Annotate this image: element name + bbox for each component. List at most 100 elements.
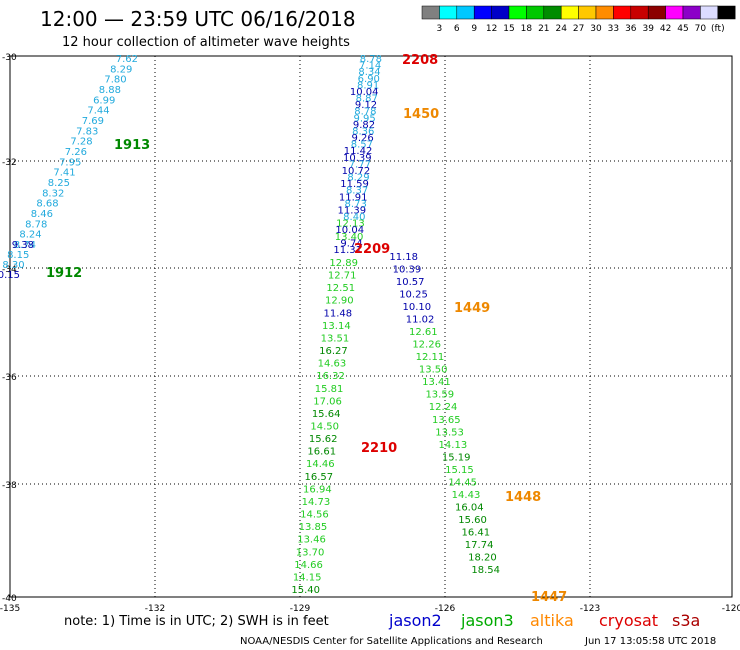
swh-value: 9.74 [340,238,362,249]
swh-value: 8.57 [351,140,373,151]
swh-value: 16.41 [462,527,491,538]
swh-value: 14.15 [293,572,322,583]
swh-value: 11.48 [324,308,353,319]
swh-value: 13.46 [297,535,326,546]
scale-label: 9 [471,24,477,34]
swh-value: 12.11 [416,352,445,363]
swh-value: 18.54 [471,565,500,576]
swh-value: 7.44 [87,106,109,117]
satellite-legend: jason2 jason3 altika cryosat s3a [388,611,700,630]
swh-value: 8.91 [357,80,379,91]
swh-value: 13.70 [296,547,325,558]
scale-label: 24 [555,24,567,34]
swh-value: 14.63 [318,359,347,370]
lat-label: -30 [2,53,17,63]
swh-value: 15.60 [458,515,487,526]
latitude-labels: -30 -32 -34 -36 -38 -40 [2,53,17,604]
scale-swatch [491,5,510,20]
scale-label: 18 [521,24,533,34]
swh-value: 12.24 [429,402,458,413]
scale-label: 45 [677,24,688,34]
swh-value: 13.14 [322,321,351,332]
page-subtitle: 12 hour collection of altimeter wave hei… [62,35,350,50]
swh-value: 7.95 [59,157,81,168]
scale-label: 6 [454,24,460,34]
lat-label: -34 [2,265,17,275]
scale-swatch [717,5,736,20]
swh-value: 13.51 [321,333,350,344]
swh-value: 16.94 [303,484,332,495]
scale-label: 15 [503,24,514,34]
swh-value: 8.25 [48,178,70,189]
scale-swatch [665,5,684,20]
scale-swatch [630,5,649,20]
color-scale [421,5,736,20]
swh-value: 8.78 [354,107,376,118]
swh-value: 13.50 [419,365,448,376]
swh-value: 11.39 [337,205,366,216]
lon-label: -126 [435,604,456,614]
swh-value: 14.50 [310,422,339,433]
swh-value: 14.46 [306,459,335,470]
swh-value: 16.61 [307,447,336,458]
swh-value: 14.13 [439,440,468,451]
pass-time-2208: 2208 [402,53,438,68]
swh-value: 12.61 [409,327,438,338]
swh-value: 10.10 [402,302,431,313]
swh-value: 13.65 [432,415,461,426]
swh-value: 15.81 [315,384,344,395]
track-1912: 9.388.158.3010.15 [0,240,34,281]
lon-label: -120 [722,604,740,614]
swh-value: 16.27 [319,346,348,357]
scale-swatch [560,5,579,20]
swh-value: 7.80 [104,75,126,86]
swh-value: 12.51 [326,283,355,294]
scale-label: 21 [538,24,549,34]
swh-value: 10.39 [393,265,422,276]
swh-value: 13.85 [299,522,328,533]
lat-label: -38 [2,481,17,491]
swh-value: 7.14 [359,61,381,72]
scale-swatch [421,5,440,20]
lon-label: -132 [145,604,165,614]
lat-label: -32 [2,158,17,168]
swh-value: 12.71 [328,271,357,282]
scale-swatch [613,5,632,20]
swh-value: 9.12 [355,100,377,111]
wave-height-tracks: 7.628.297.808.886.997.447.697.837.287.26… [0,54,500,596]
swh-value: 8.87 [356,94,378,105]
pass-time-1447: 1447 [531,590,567,605]
scale-label: 27 [573,24,584,34]
swh-value: 8.29 [347,173,369,184]
swh-value: 13.40 [335,232,364,243]
scale-swatch [543,5,562,20]
swh-value: 14.66 [294,560,323,571]
scale-swatch [595,5,614,20]
lon-label: -135 [0,604,20,614]
swh-value: 10.15 [0,270,20,281]
swh-value: 8.68 [36,199,58,210]
swh-value: 15.62 [309,434,338,445]
legend-altika: altika [530,611,574,630]
scale-swatch [526,5,545,20]
scale-swatch [578,5,597,20]
lon-label: -123 [580,604,600,614]
scale-swatch [682,5,701,20]
swh-value: 9.82 [353,120,375,131]
swh-value: 7.26 [65,147,87,158]
swh-value: 8.24 [19,230,41,241]
footer-timestamp: Jun 17 13:05:58 UTC 2018 [584,636,716,647]
scale-label: 3 [437,24,443,34]
swh-value: 15.40 [291,585,320,596]
swh-value: 12.13 [336,219,365,230]
swh-value: 15.64 [312,409,341,420]
lat-label: -40 [2,594,17,604]
scale-swatch [473,5,492,20]
longitude-labels: -135 -132 -129 -126 -123 -120 [0,604,740,614]
swh-value: 10.25 [399,290,428,301]
swh-value: 10.39 [343,153,372,164]
swh-value: 11.31 [333,245,362,256]
swh-value: 15.19 [442,452,471,463]
